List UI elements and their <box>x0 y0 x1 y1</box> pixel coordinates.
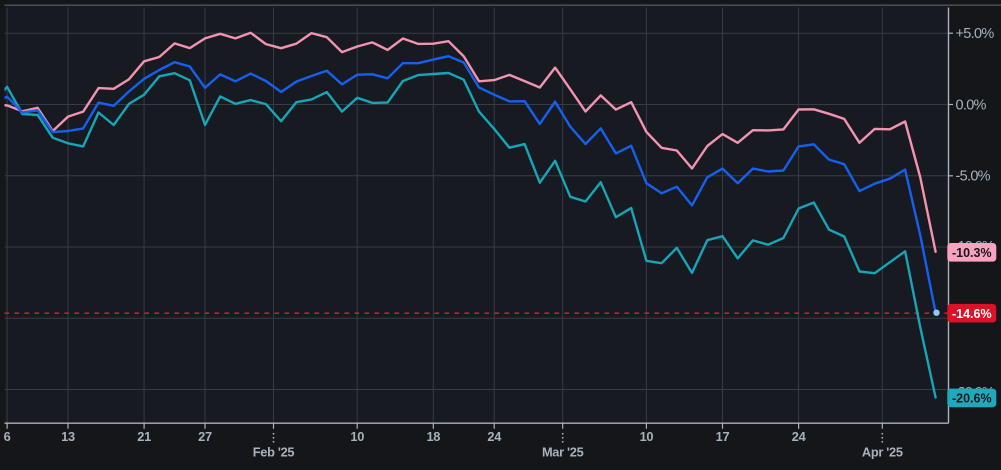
svg-text:21: 21 <box>137 429 151 444</box>
svg-text:Apr '25: Apr '25 <box>862 445 903 460</box>
svg-text:-20.6%: -20.6% <box>952 392 992 406</box>
svg-text:10: 10 <box>640 429 654 444</box>
svg-text:-5.0%: -5.0% <box>956 169 991 185</box>
svg-text:10: 10 <box>350 429 364 444</box>
svg-text:-10.3%: -10.3% <box>952 246 992 260</box>
svg-text:18: 18 <box>426 429 440 444</box>
svg-text:27: 27 <box>198 429 212 444</box>
svg-text:-14.6%: -14.6% <box>952 307 992 321</box>
svg-text:0.0%: 0.0% <box>956 97 987 113</box>
svg-text:Feb '25: Feb '25 <box>253 445 295 460</box>
svg-text:24: 24 <box>487 429 502 444</box>
svg-text:13: 13 <box>61 429 75 444</box>
svg-text:+5.0%: +5.0% <box>956 26 995 42</box>
svg-text:Mar '25: Mar '25 <box>542 445 584 460</box>
svg-text:17: 17 <box>716 429 730 444</box>
svg-text:6: 6 <box>4 429 11 444</box>
svg-text:24: 24 <box>792 429 807 444</box>
